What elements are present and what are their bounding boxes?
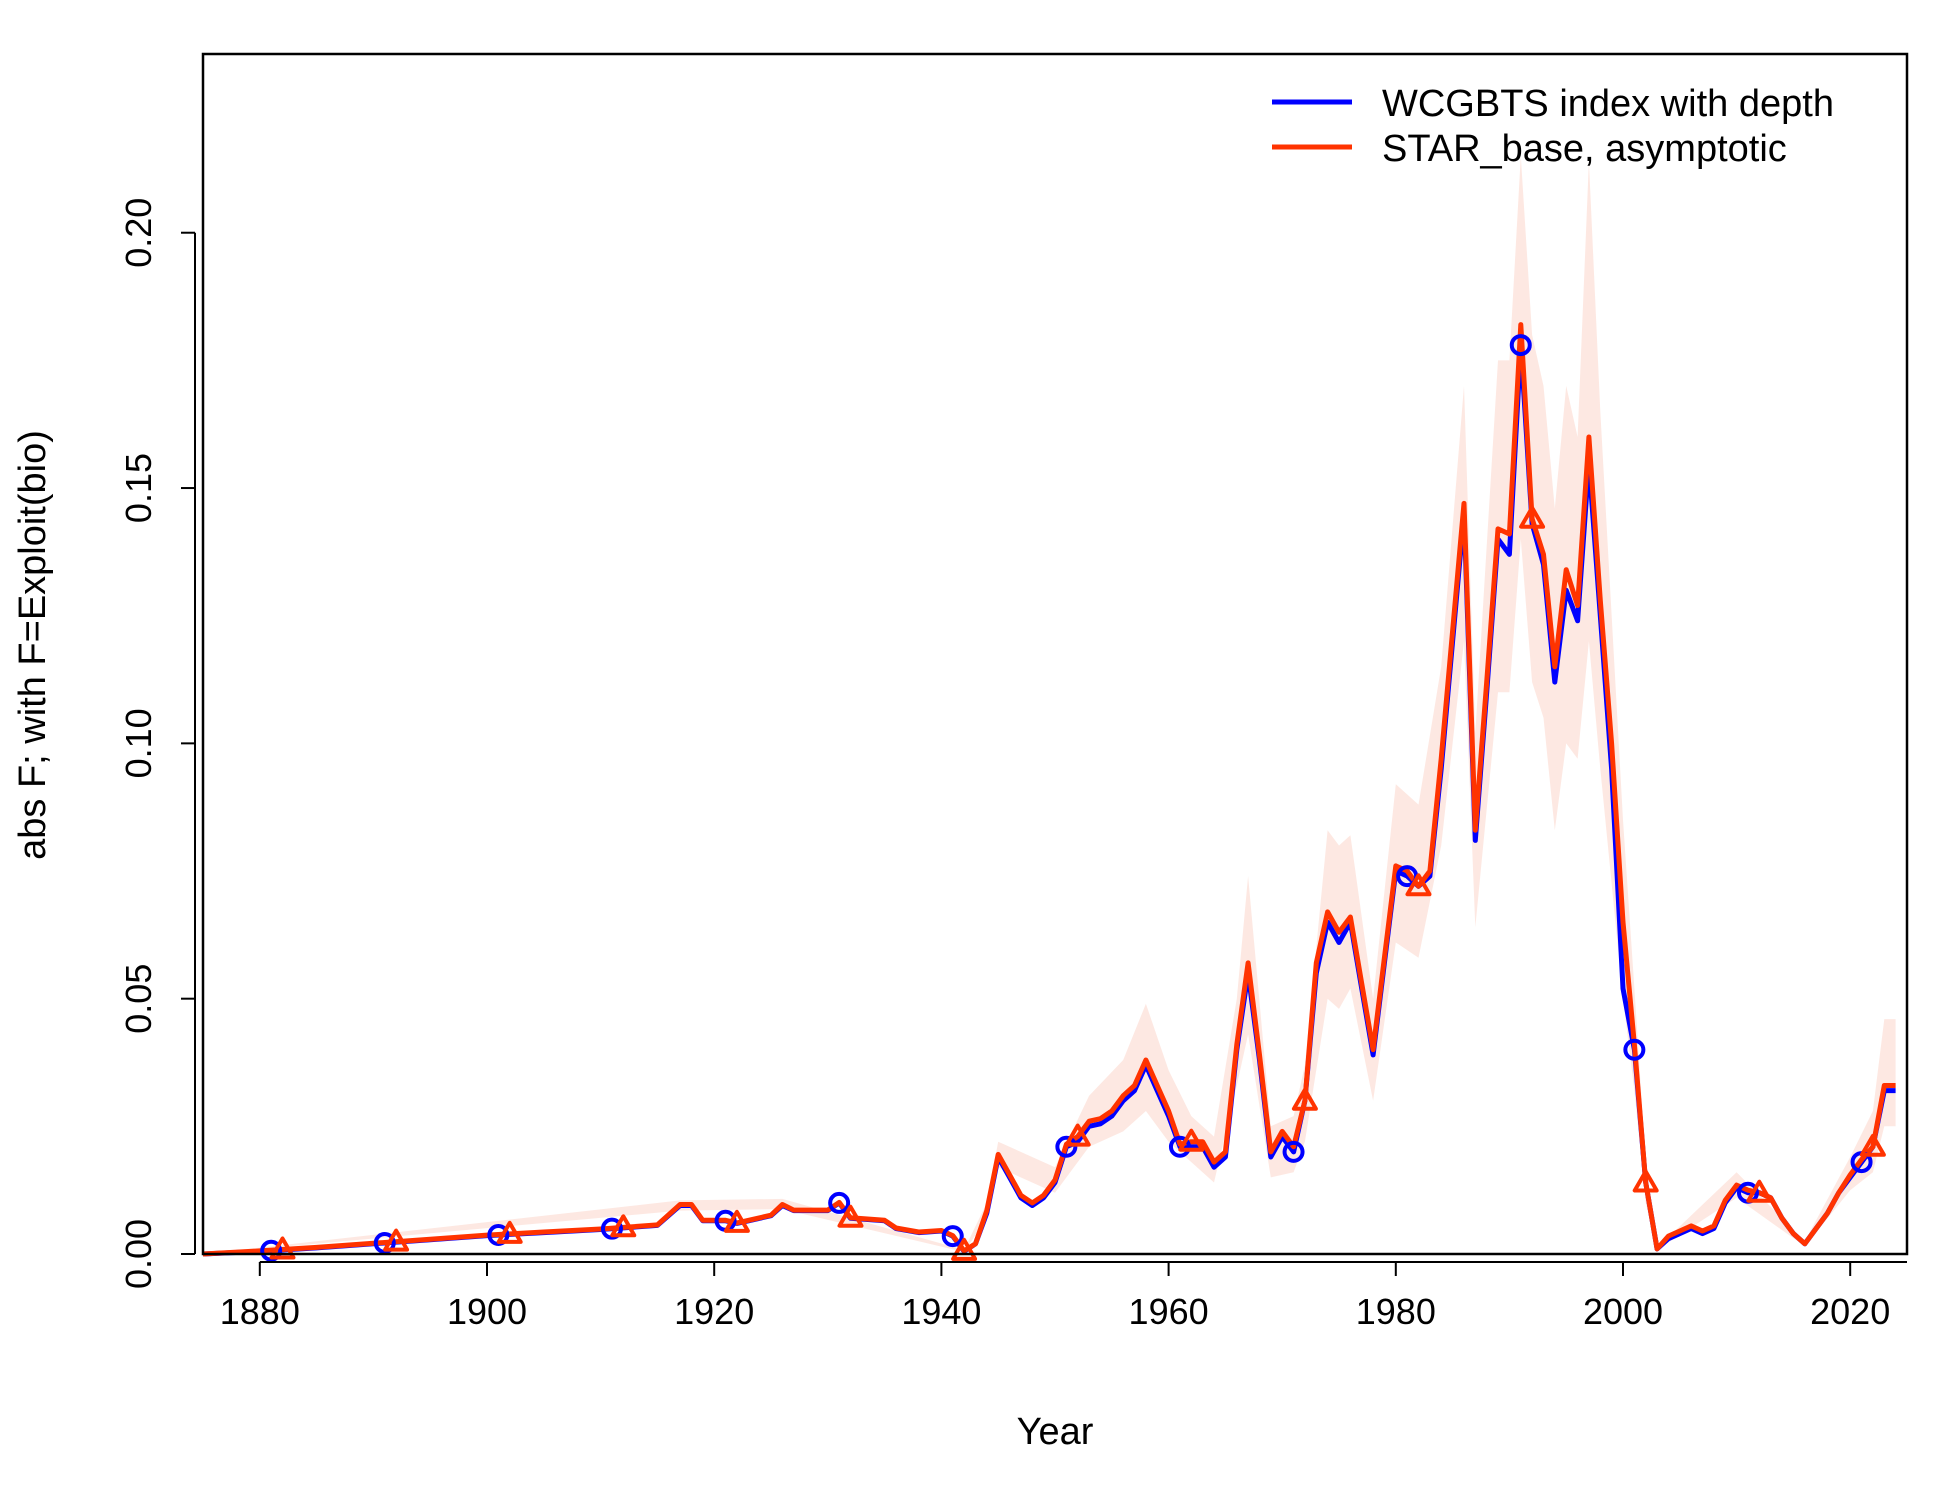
y-tick-label: 0.20	[118, 198, 159, 268]
y-tick-label: 0.10	[118, 708, 159, 778]
series-1-marker	[496, 1220, 523, 1244]
x-axis-title: Year	[1017, 1411, 1094, 1453]
series-0-marker	[1055, 1135, 1078, 1158]
x-tick-label: 2000	[1583, 1291, 1663, 1332]
series-1-marker	[837, 1204, 864, 1228]
series-0-marker	[1282, 1140, 1305, 1163]
y-tick-label: 0.15	[118, 453, 159, 523]
x-tick-label: 1900	[447, 1291, 527, 1332]
x-tick-label: 1880	[220, 1291, 300, 1332]
series-1-marker	[1064, 1123, 1091, 1147]
series-1-marker	[1405, 873, 1432, 897]
x-tick-label: 1940	[901, 1291, 981, 1332]
series-1-marker	[723, 1209, 750, 1233]
series-1-marker	[1519, 505, 1546, 529]
x-tick-label: 1960	[1129, 1291, 1209, 1332]
plot-frame	[201, 52, 1909, 1256]
legend: WCGBTS index with depth STAR_base, asymp…	[1272, 83, 1834, 170]
series-1-marker	[951, 1237, 978, 1261]
series-1-marker	[269, 1236, 296, 1260]
series-1-marker	[1632, 1169, 1659, 1193]
y-tick-label: 0.00	[118, 1219, 159, 1289]
series-0-marker	[260, 1239, 283, 1262]
x-tick-label: 2020	[1810, 1291, 1890, 1332]
series-line-1	[202, 322, 1896, 1257]
y-axis: 0.00 0.05 0.10 0.15 0.20	[118, 198, 196, 1289]
series-0-marker	[941, 1225, 964, 1248]
y-tick-label: 0.05	[118, 964, 159, 1034]
series-1-marker	[1178, 1128, 1205, 1152]
x-axis: 1880 1900 1920 1940 1960 1980 2000 2020	[220, 1261, 1907, 1332]
x-tick-label: 1920	[674, 1291, 754, 1332]
series-0-marker	[1623, 1038, 1646, 1061]
legend-label-star-base: STAR_base, asymptotic	[1382, 128, 1787, 170]
x-tick-label: 1980	[1356, 1291, 1436, 1332]
series-1-marker	[1746, 1179, 1773, 1203]
series-1-marker	[1291, 1087, 1318, 1111]
series-1-marker	[1859, 1133, 1886, 1157]
legend-label-wcgbts: WCGBTS index with depth	[1382, 83, 1834, 125]
y-axis-title: abs F; with F=Exploit(bio)	[12, 430, 54, 860]
series-0-marker	[1509, 334, 1532, 357]
uncertainty-band	[203, 156, 1896, 1255]
uncertainty-band-layer	[203, 156, 1896, 1255]
series-0-marker	[1168, 1135, 1191, 1158]
series-0-marker	[828, 1191, 851, 1214]
series-0-marker	[373, 1231, 396, 1254]
series-markers-layer	[260, 334, 1886, 1262]
series-0-marker	[600, 1217, 623, 1240]
series-1-marker	[383, 1228, 410, 1252]
series-0-marker	[487, 1224, 510, 1247]
series-1-marker	[610, 1214, 637, 1238]
